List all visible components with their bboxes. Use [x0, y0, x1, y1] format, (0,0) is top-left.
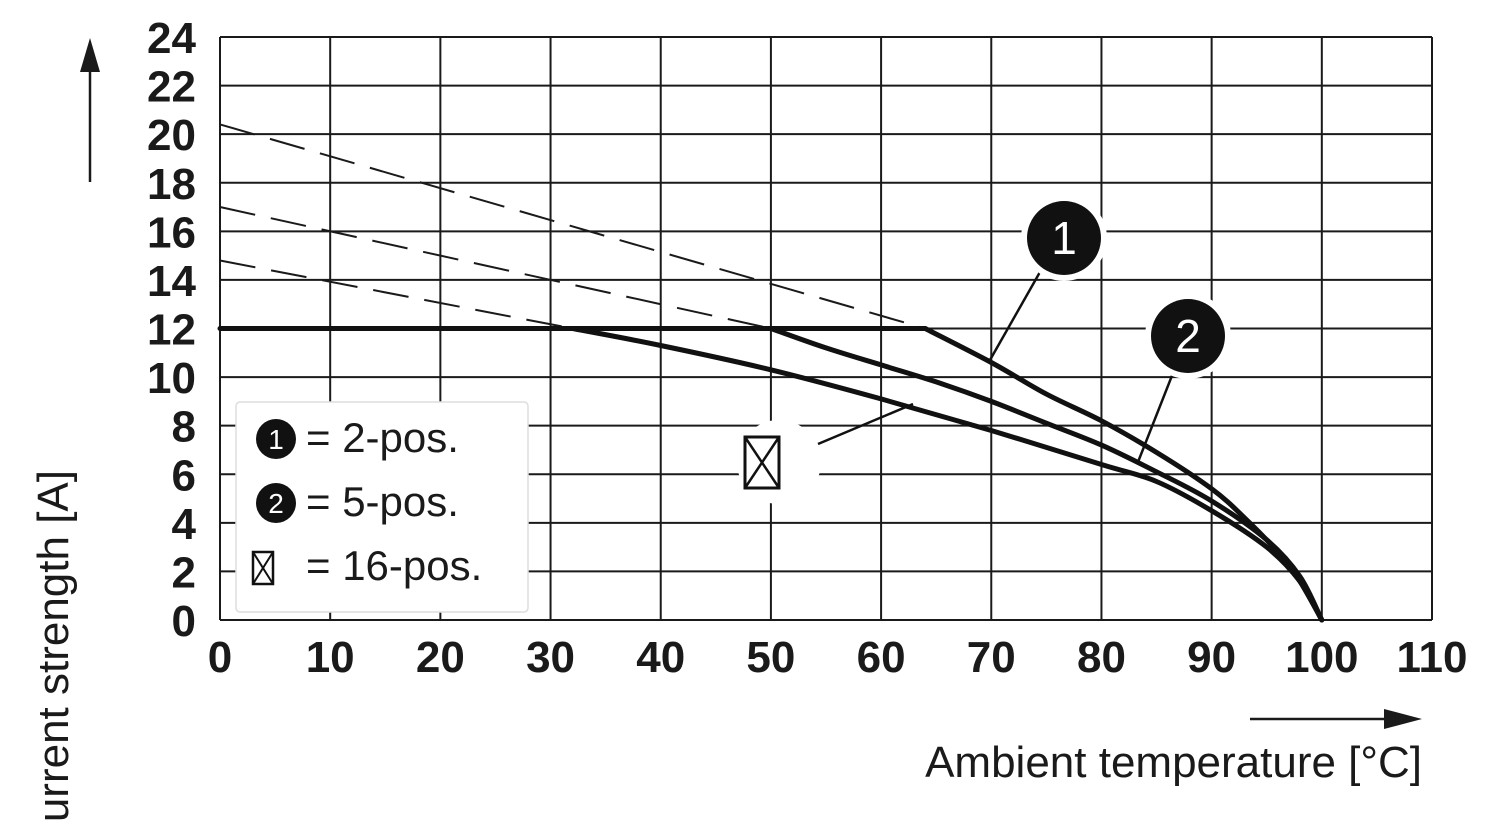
dashed-extension-2 [219, 206, 772, 330]
callout-1-leader [988, 271, 1042, 361]
x-tick-label: 110 [1397, 633, 1468, 682]
callout-2-badge [1151, 299, 1225, 373]
y-tick-label: 12 [147, 306, 196, 355]
dashed-extensions [219, 123, 926, 330]
y-tick-label: 14 [147, 257, 196, 306]
x-tick-label: 50 [746, 633, 795, 682]
legend-box [235, 401, 529, 613]
callout-1-text: 1 [1051, 212, 1077, 264]
x-tick-label: 40 [636, 633, 685, 682]
dashed-extension-3 [219, 259, 573, 330]
y-tick-label: 10 [147, 354, 196, 403]
callout-16-icon [743, 435, 781, 490]
legend-marker-2-text: 2 [268, 488, 284, 519]
y-tick-label: 2 [172, 548, 196, 597]
x-tick-label: 20 [416, 633, 465, 682]
legend-label-2: = 5-pos. [306, 478, 459, 525]
dashed-extension-1 [219, 123, 926, 330]
callout-2-leader [1136, 367, 1177, 463]
legend-marker-1 [256, 419, 296, 459]
x-tick-label: 70 [967, 633, 1016, 682]
y-tick-label: 18 [147, 160, 196, 209]
y-tick-label: 6 [172, 451, 196, 500]
x-tick-label: 100 [1285, 633, 1358, 682]
curves [217, 326, 1325, 623]
legend-marker-16-icon [251, 550, 275, 586]
legend: 1 = 2-pos. 2 = 5-pos. = 16-pos. [235, 401, 529, 613]
legend-label-16: = 16-pos. [306, 542, 482, 589]
callout-2-text: 2 [1175, 310, 1201, 362]
x-tick-label: 30 [526, 633, 575, 682]
x-tick-label: 60 [857, 633, 906, 682]
callout-16-leader [817, 402, 914, 446]
callout-1-badge [1027, 201, 1101, 275]
y-tick-label: 0 [172, 597, 196, 646]
x-tick-label: 0 [208, 633, 232, 682]
y-tick-label: 24 [147, 14, 196, 63]
legend-marker-1-text: 1 [268, 424, 284, 455]
y-axis-title: Current strength [A] [29, 470, 78, 820]
x-tick-label: 90 [1187, 633, 1236, 682]
y-tick-label: 20 [147, 111, 196, 160]
x-tick-label: 10 [306, 633, 355, 682]
legend-marker-2 [256, 483, 296, 523]
callouts: 1 2 [737, 195, 1231, 504]
y-tick-label: 8 [172, 403, 196, 452]
y-tick-label: 22 [147, 63, 196, 112]
y-axis-arrow-head [80, 38, 100, 72]
series-line-16 [570, 326, 1325, 623]
legend-label-1: = 2-pos. [306, 414, 459, 461]
grid [219, 36, 1433, 621]
y-tick-label: 4 [172, 500, 197, 549]
x-axis-arrow-head [1384, 709, 1422, 729]
x-tick-label: 80 [1077, 633, 1126, 682]
x-axis-title: Ambient temperature [°C] [925, 738, 1422, 787]
y-tick-label: 16 [147, 208, 196, 257]
series-line-2 [768, 326, 1325, 623]
x-tick-labels: 0 10 20 30 40 50 60 70 80 90 100 110 [208, 633, 1468, 682]
